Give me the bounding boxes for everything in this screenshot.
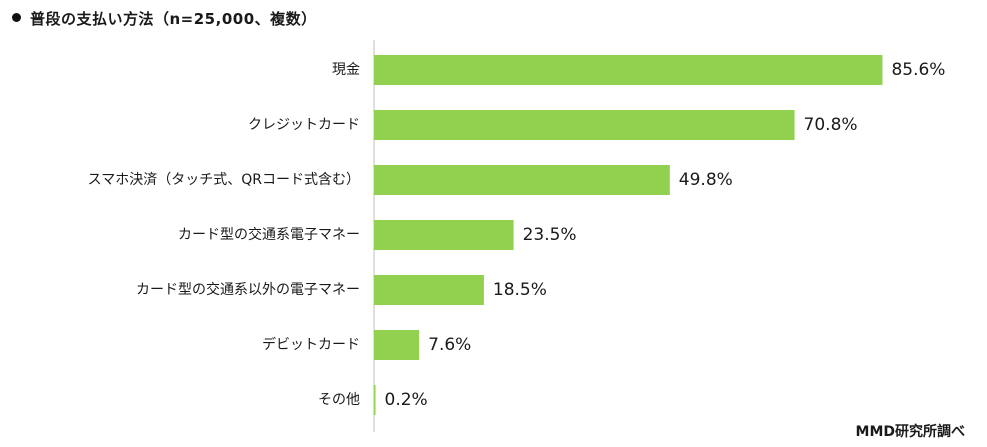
category-label: クレジットカード — [248, 117, 360, 133]
category-label: カード型の交通系電子マネー — [178, 226, 360, 243]
category-label: その他 — [318, 392, 360, 408]
category-label: カード型の交通系以外の電子マネー — [136, 281, 360, 298]
title-bullet-icon — [12, 13, 21, 22]
bar — [374, 220, 514, 250]
bar — [374, 110, 795, 140]
chart-title-text: 普段の支払い方法（n=25,000、複数） — [30, 10, 317, 28]
value-label: 70.8% — [804, 115, 858, 135]
bar — [374, 330, 420, 360]
value-label: 7.6% — [428, 335, 471, 355]
bar — [374, 385, 376, 415]
category-label: 現金 — [332, 62, 360, 78]
bar — [374, 165, 670, 195]
bar — [374, 55, 883, 85]
category-label: デビットカード — [262, 336, 360, 353]
chart-title: 普段の支払い方法（n=25,000、複数） — [12, 8, 317, 29]
category-label: スマホ決済（タッチ式、QRコード式含む） — [88, 172, 360, 188]
bar — [374, 275, 484, 305]
value-label: 85.6% — [891, 60, 945, 80]
value-label: 0.2% — [385, 390, 428, 410]
value-label: 23.5% — [523, 225, 577, 245]
source-credit: MMD研究所調べ — [855, 424, 965, 440]
value-label: 18.5% — [493, 280, 547, 300]
value-label: 49.8% — [679, 170, 733, 190]
